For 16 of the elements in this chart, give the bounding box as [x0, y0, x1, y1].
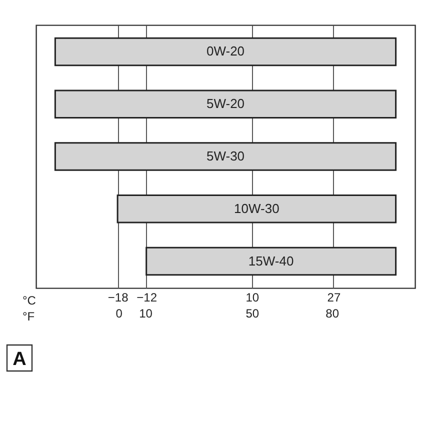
x2-tick-label: 10: [139, 306, 153, 320]
x2-tick-label: 0: [116, 306, 123, 320]
y-tick-label: 0W-20: [206, 44, 245, 59]
x2-axis-title: °F: [22, 310, 35, 324]
x-tick-label: −18: [108, 290, 129, 304]
y-tick-label: 5W-30: [206, 148, 245, 164]
y-tick-label: 5W-20: [206, 96, 245, 112]
y-tick-label: 15W-40: [248, 253, 294, 268]
x-tick-label: −12: [136, 290, 158, 304]
x2-tick-label: 80: [326, 306, 340, 320]
x-tick-label: 10: [246, 290, 260, 304]
y-tick-label: 10W-30: [234, 200, 280, 216]
x-tick-label: 27: [327, 290, 341, 304]
x-axis-title: °C: [22, 294, 36, 308]
x2-tick-label: 50: [246, 306, 260, 320]
text: A: [12, 349, 27, 370]
